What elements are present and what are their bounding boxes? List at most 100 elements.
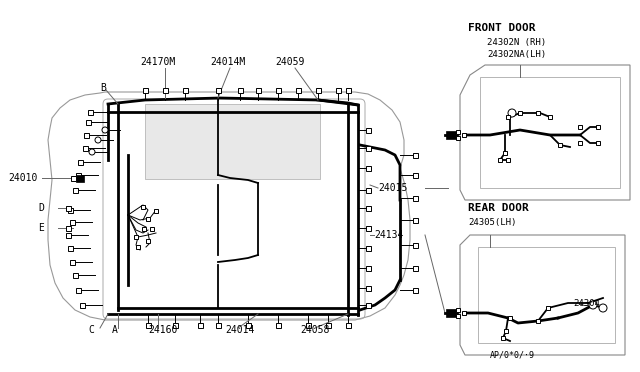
Text: 24304: 24304 bbox=[573, 298, 600, 308]
Bar bbox=[506, 115, 510, 119]
Bar bbox=[456, 130, 460, 134]
Bar bbox=[145, 104, 320, 179]
Bar bbox=[462, 133, 466, 137]
Text: 24302NA(LH): 24302NA(LH) bbox=[487, 49, 546, 58]
Circle shape bbox=[89, 149, 95, 155]
Bar bbox=[72, 273, 77, 278]
Bar bbox=[346, 87, 351, 93]
Bar bbox=[335, 87, 340, 93]
Text: 24010: 24010 bbox=[8, 173, 37, 183]
Bar bbox=[79, 302, 84, 308]
Bar bbox=[578, 141, 582, 145]
Bar bbox=[70, 176, 76, 180]
Bar bbox=[501, 336, 505, 340]
Bar bbox=[145, 323, 150, 327]
Text: 24058: 24058 bbox=[300, 325, 330, 335]
Text: E: E bbox=[38, 223, 44, 233]
Bar bbox=[72, 187, 77, 192]
Bar bbox=[65, 225, 70, 231]
Bar bbox=[596, 141, 600, 145]
Bar bbox=[478, 247, 615, 343]
Bar bbox=[305, 323, 310, 327]
Bar bbox=[365, 246, 371, 250]
Text: 24305(LH): 24305(LH) bbox=[468, 218, 516, 227]
Bar bbox=[237, 87, 243, 93]
Bar bbox=[65, 205, 70, 211]
Bar bbox=[365, 205, 371, 211]
Bar bbox=[413, 196, 417, 201]
Bar bbox=[275, 87, 280, 93]
Bar bbox=[578, 125, 582, 129]
Bar bbox=[456, 314, 460, 318]
Circle shape bbox=[102, 127, 108, 133]
Bar bbox=[413, 153, 417, 157]
Bar bbox=[275, 323, 280, 327]
Bar bbox=[446, 131, 456, 139]
Bar bbox=[365, 166, 371, 170]
Text: AP/0*0/·9: AP/0*0/·9 bbox=[490, 350, 535, 359]
Bar bbox=[503, 151, 507, 155]
Text: 24015: 24015 bbox=[378, 183, 408, 193]
Bar bbox=[198, 323, 202, 327]
Bar bbox=[143, 87, 147, 93]
Bar bbox=[316, 87, 321, 93]
Bar bbox=[365, 225, 371, 231]
Bar bbox=[70, 260, 74, 264]
Bar bbox=[76, 174, 84, 182]
Bar bbox=[456, 308, 460, 312]
Bar bbox=[141, 205, 145, 209]
Bar bbox=[150, 227, 154, 231]
Bar bbox=[296, 87, 301, 93]
Bar bbox=[518, 111, 522, 115]
Bar bbox=[67, 208, 72, 212]
Bar bbox=[88, 109, 93, 115]
Bar bbox=[246, 323, 250, 327]
Text: 24160: 24160 bbox=[148, 325, 177, 335]
Bar bbox=[365, 266, 371, 270]
Bar bbox=[70, 219, 74, 224]
Text: D: D bbox=[38, 203, 44, 213]
Bar bbox=[413, 218, 417, 222]
Bar bbox=[365, 145, 371, 151]
Text: C: C bbox=[88, 325, 94, 335]
Bar bbox=[536, 111, 540, 115]
Bar bbox=[255, 87, 260, 93]
Bar bbox=[142, 227, 146, 231]
Bar bbox=[146, 217, 150, 221]
Text: 24302N (RH): 24302N (RH) bbox=[487, 38, 546, 48]
Circle shape bbox=[589, 301, 597, 309]
Text: FRONT DOOR: FRONT DOOR bbox=[468, 23, 536, 33]
Bar bbox=[76, 173, 81, 177]
Bar bbox=[154, 209, 158, 213]
Bar bbox=[146, 239, 150, 243]
Bar bbox=[456, 136, 460, 140]
Bar bbox=[83, 145, 88, 151]
Bar bbox=[216, 323, 221, 327]
Bar bbox=[413, 288, 417, 292]
Bar bbox=[216, 87, 221, 93]
Bar bbox=[596, 125, 600, 129]
Circle shape bbox=[599, 304, 607, 312]
Bar bbox=[508, 316, 512, 320]
Text: B: B bbox=[100, 83, 106, 93]
Bar bbox=[413, 243, 417, 247]
Bar bbox=[86, 119, 90, 125]
Bar bbox=[536, 319, 540, 323]
Text: REAR DOOR: REAR DOOR bbox=[468, 203, 529, 213]
Bar bbox=[413, 266, 417, 270]
Circle shape bbox=[508, 109, 516, 117]
Bar bbox=[83, 132, 88, 138]
Bar bbox=[558, 143, 562, 147]
Text: 24014M: 24014M bbox=[210, 57, 245, 67]
Bar bbox=[326, 323, 330, 327]
Bar bbox=[365, 128, 371, 132]
Text: 24170M: 24170M bbox=[140, 57, 175, 67]
Text: 24134: 24134 bbox=[374, 230, 403, 240]
Bar bbox=[506, 158, 510, 162]
Bar bbox=[462, 311, 466, 315]
Bar bbox=[67, 246, 72, 250]
Bar bbox=[365, 285, 371, 291]
Bar bbox=[65, 232, 70, 237]
Bar bbox=[76, 288, 81, 292]
Bar bbox=[134, 235, 138, 239]
